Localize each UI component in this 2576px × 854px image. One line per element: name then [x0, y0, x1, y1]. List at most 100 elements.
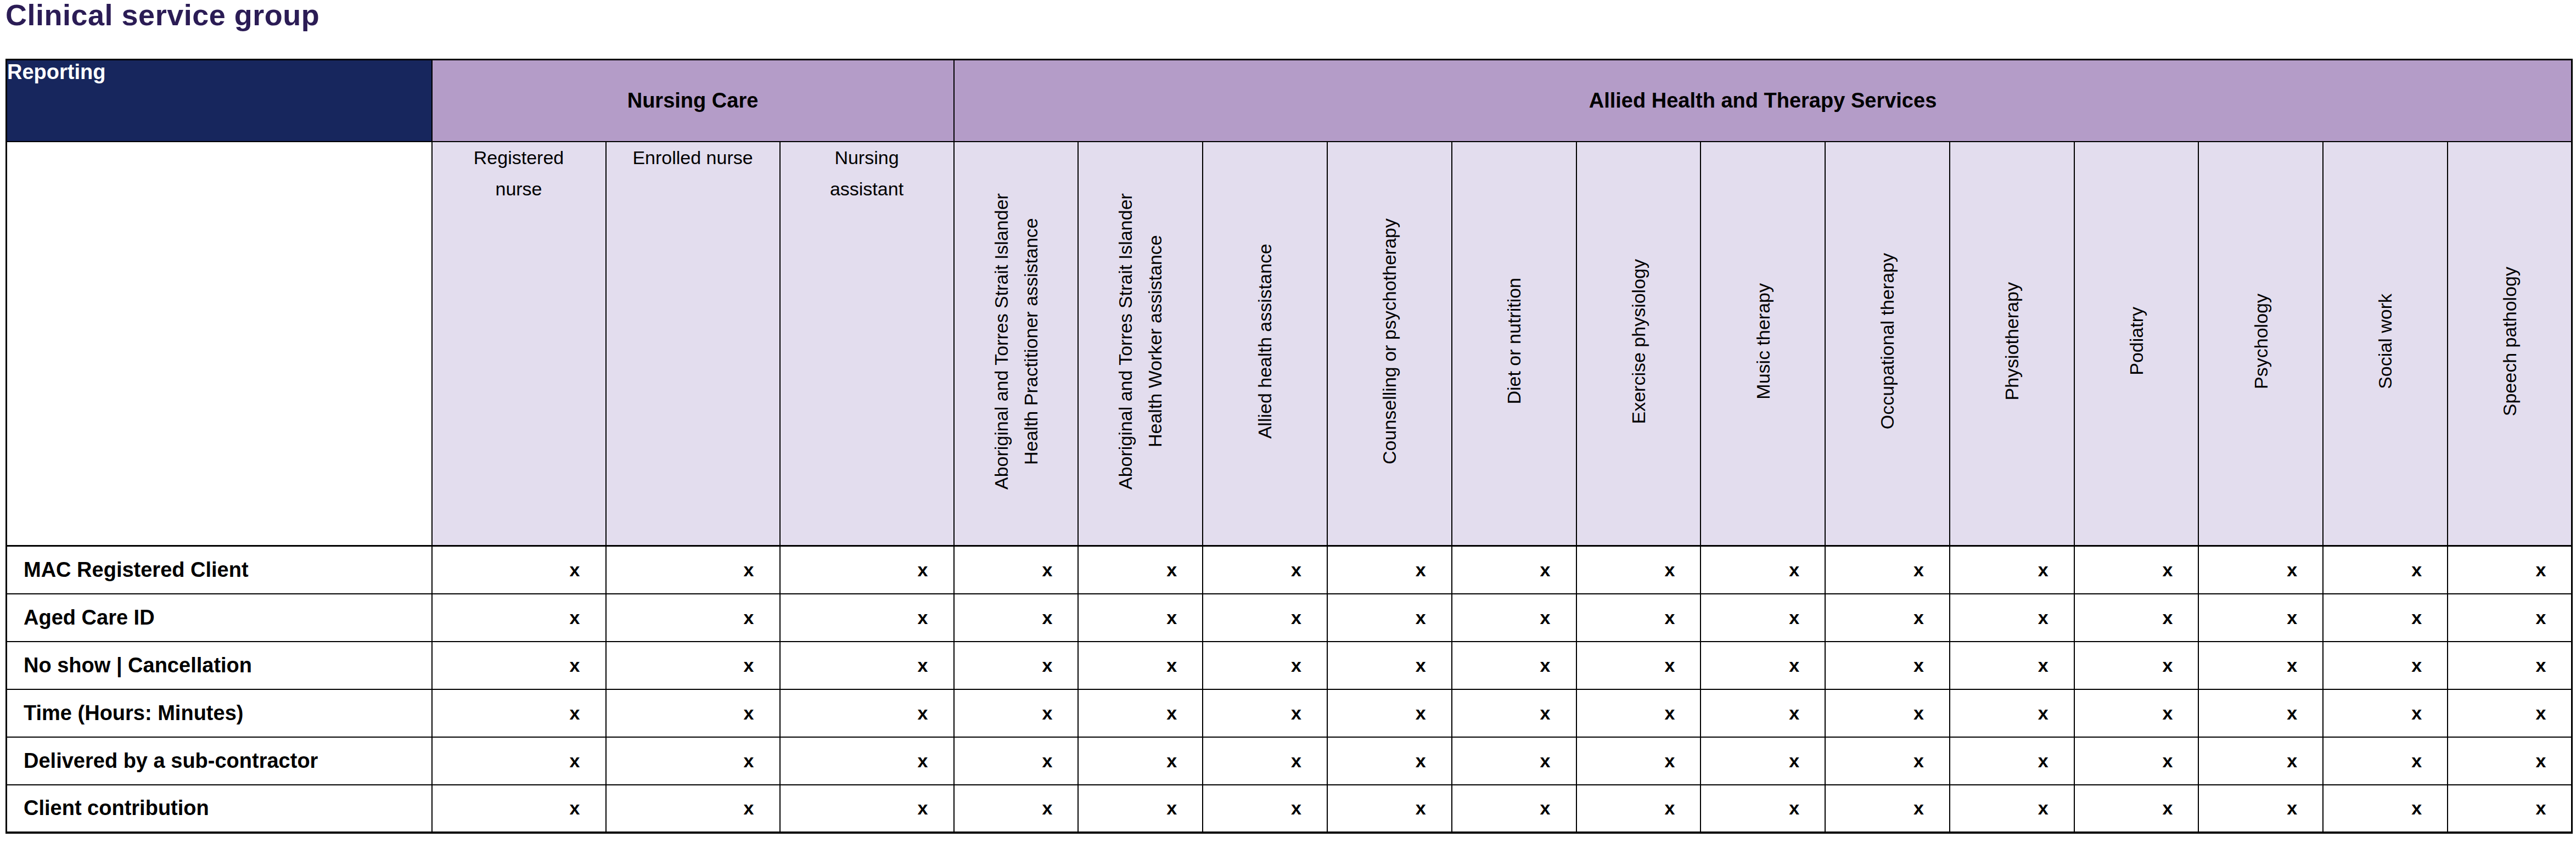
column-header-label: Aboriginal and Torres Strait Islander He… [986, 171, 1046, 512]
mark-cell: x [1950, 546, 2074, 594]
mark-cell: x [2323, 737, 2448, 785]
mark-cell: x [2448, 594, 2572, 642]
column-header-nursing-assistant: Nursing assistant [780, 142, 954, 546]
clinical-service-group-table: Reporting Nursing CareAllied Health and … [5, 59, 2573, 834]
table-row-delivered-by-a-sub-contractor: Delivered by a sub-contractorxxxxxxxxxxx… [7, 737, 2572, 785]
mark-cell: x [1825, 546, 1950, 594]
mark-cell: x [1701, 594, 1825, 642]
mark-cell: x [2074, 594, 2199, 642]
mark-cell: x [2323, 594, 2448, 642]
mark-cell: x [2198, 546, 2323, 594]
row-label: Client contribution [7, 785, 432, 833]
mark-cell: x [1203, 546, 1327, 594]
mark-cell: x [1576, 737, 1701, 785]
mark-cell: x [1078, 642, 1203, 689]
mark-cell: x [1701, 737, 1825, 785]
mark-cell: x [1576, 594, 1701, 642]
mark-cell: x [2198, 737, 2323, 785]
mark-cell: x [1701, 642, 1825, 689]
mark-cell: x [2448, 642, 2572, 689]
mark-cell: x [2074, 737, 2199, 785]
column-header-enrolled-nurse: Enrolled nurse [606, 142, 780, 546]
mark-cell: x [2323, 689, 2448, 737]
mark-cell: x [1452, 642, 1576, 689]
row-label: No show | Cancellation [7, 642, 432, 689]
mark-cell: x [2323, 785, 2448, 833]
mark-cell: x [1078, 546, 1203, 594]
column-header-label: Podiatry [2122, 307, 2151, 375]
mark-cell: x [2074, 546, 2199, 594]
mark-cell: x [1203, 642, 1327, 689]
mark-cell: x [1078, 689, 1203, 737]
column-header-physiotherapy: Physiotherapy [1950, 142, 2074, 546]
mark-cell: x [1576, 785, 1701, 833]
mark-cell: x [2198, 689, 2323, 737]
column-header-label: Allied health assistance [1250, 244, 1279, 439]
group-header-row: Reporting Nursing CareAllied Health and … [7, 60, 2572, 142]
mark-cell: x [1203, 594, 1327, 642]
mark-cell: x [1327, 737, 1452, 785]
mark-cell: x [954, 546, 1079, 594]
column-header-aboriginal-and-torres-strait-islander-health-worker-assistance: Aboriginal and Torres Strait Islander He… [1078, 142, 1203, 546]
mark-cell: x [2198, 785, 2323, 833]
table-row-no-show-cancellation: No show | Cancellationxxxxxxxxxxxxxxxx [7, 642, 2572, 689]
column-header-podiatry: Podiatry [2074, 142, 2199, 546]
mark-cell: x [2198, 642, 2323, 689]
mark-cell: x [432, 737, 606, 785]
mark-cell: x [432, 689, 606, 737]
mark-cell: x [2074, 785, 2199, 833]
mark-cell: x [780, 546, 954, 594]
mark-cell: x [432, 642, 606, 689]
mark-cell: x [780, 642, 954, 689]
mark-cell: x [2448, 785, 2572, 833]
mark-cell: x [2074, 642, 2199, 689]
mark-cell: x [1576, 546, 1701, 594]
mark-cell: x [606, 785, 780, 833]
mark-cell: x [954, 594, 1079, 642]
mark-cell: x [1078, 594, 1203, 642]
column-header-label: Enrolled nurse [632, 142, 753, 173]
mark-cell: x [1327, 689, 1452, 737]
row-label: Time (Hours: Minutes) [7, 689, 432, 737]
mark-cell: x [1452, 689, 1576, 737]
mark-cell: x [1576, 642, 1701, 689]
mark-cell: x [1327, 642, 1452, 689]
mark-cell: x [954, 737, 1079, 785]
column-header-label: Diet or nutrition [1499, 278, 1529, 404]
mark-cell: x [606, 689, 780, 737]
mark-cell: x [1452, 546, 1576, 594]
column-header-label: Exercise physiology [1624, 259, 1653, 424]
mark-cell: x [2323, 642, 2448, 689]
mark-cell: x [1825, 785, 1950, 833]
mark-cell: x [780, 785, 954, 833]
mark-cell: x [780, 689, 954, 737]
mark-cell: x [1203, 737, 1327, 785]
mark-cell: x [1203, 689, 1327, 737]
column-header-label: Counselling or psychotherapy [1374, 218, 1404, 464]
mark-cell: x [1950, 642, 2074, 689]
mark-cell: x [1327, 594, 1452, 642]
column-header-label: Aboriginal and Torres Strait Islander He… [1110, 171, 1170, 512]
column-header-label: Speech pathology [2495, 267, 2524, 416]
page: Clinical service group Reporting Nursing… [0, 0, 2576, 854]
column-header-counselling-or-psychotherapy: Counselling or psychotherapy [1327, 142, 1452, 546]
column-header-allied-health-assistance: Allied health assistance [1203, 142, 1327, 546]
mark-cell: x [1701, 785, 1825, 833]
mark-cell: x [606, 546, 780, 594]
mark-cell: x [780, 594, 954, 642]
mark-cell: x [2323, 546, 2448, 594]
group-header-nursing-care: Nursing Care [432, 60, 954, 142]
mark-cell: x [1078, 785, 1203, 833]
mark-cell: x [1452, 594, 1576, 642]
mark-cell: x [954, 689, 1079, 737]
column-header-aboriginal-and-torres-strait-islander-health-practitioner-assistance: Aboriginal and Torres Strait Islander He… [954, 142, 1079, 546]
reporting-spacer-cell [7, 142, 432, 546]
mark-cell: x [1452, 785, 1576, 833]
mark-cell: x [606, 642, 780, 689]
mark-cell: x [1950, 785, 2074, 833]
mark-cell: x [1950, 594, 2074, 642]
column-header-music-therapy: Music therapy [1701, 142, 1825, 546]
mark-cell: x [1825, 594, 1950, 642]
column-header-label: Occupational therapy [1872, 253, 1902, 429]
mark-cell: x [2448, 737, 2572, 785]
